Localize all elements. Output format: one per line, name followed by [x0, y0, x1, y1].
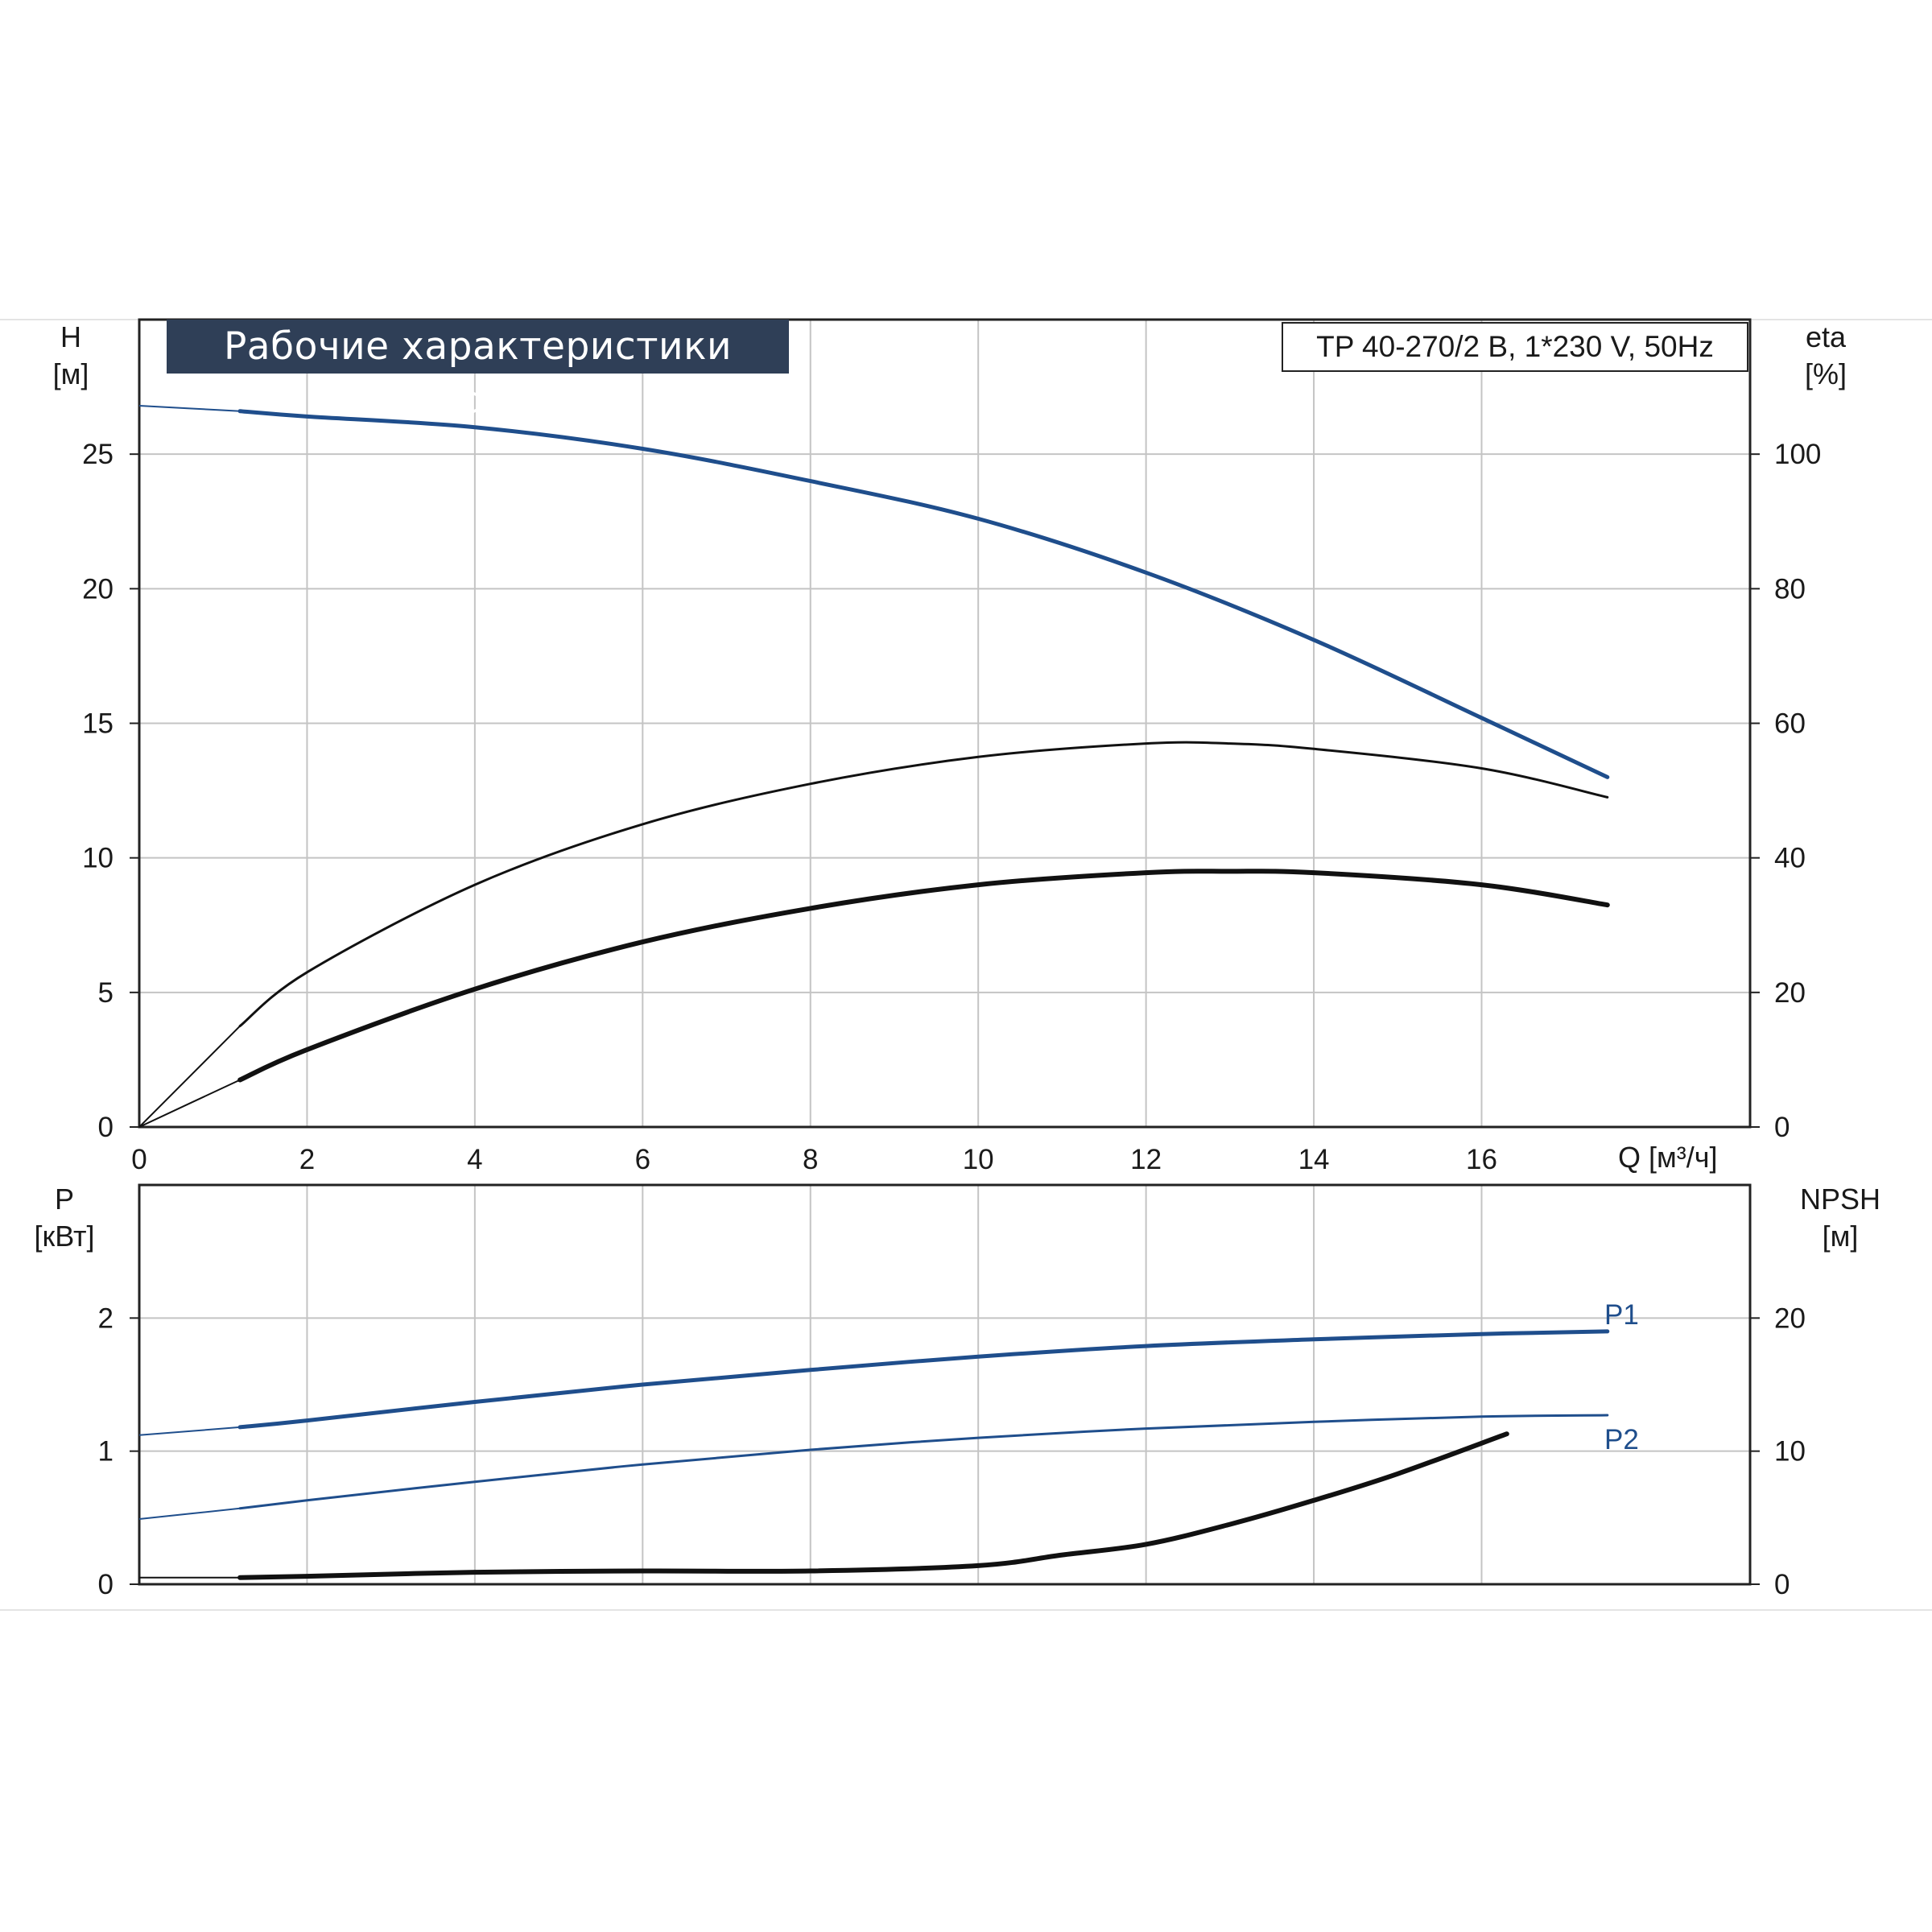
y2-tick-label: 100 [1774, 439, 1821, 470]
npsh-axis-unit: [м] [1822, 1220, 1859, 1253]
series-line-p2 [238, 1414, 1609, 1510]
y2-tick-label: 20 [1774, 977, 1806, 1009]
series-line-eta [238, 741, 1609, 1028]
chart-title: Рабочие характеристики насоса [167, 320, 789, 423]
npsh-tick-label: 20 [1774, 1302, 1806, 1334]
y2-tick-label: 80 [1774, 573, 1806, 605]
q-axis-label: Q [м³/ч] [1618, 1141, 1718, 1174]
x-tick-label: 8 [803, 1144, 818, 1175]
x-tick-label: 2 [299, 1144, 315, 1175]
y-tick-label: 0 [98, 1112, 114, 1143]
x-tick-label: 6 [635, 1144, 650, 1175]
bottom-plot-frame [138, 1183, 1752, 1586]
series-line-eta_total-start [138, 1079, 241, 1128]
series-line-p1-start [138, 1426, 241, 1436]
npsh-tick-label: 0 [1774, 1569, 1790, 1600]
x-tick-label: 12 [1130, 1144, 1162, 1175]
y2-tick-label: 40 [1774, 843, 1806, 874]
x-tick-label: 14 [1298, 1144, 1330, 1175]
eta-axis-label: eta [%] [1785, 319, 1866, 393]
p-tick-label: 2 [98, 1302, 114, 1334]
p-axis-symbol: P [54, 1183, 74, 1216]
p-axis-label: P [кВт] [20, 1181, 109, 1255]
y-tick-label: 15 [82, 708, 114, 740]
series-line-eta-start [138, 1025, 241, 1128]
y2-tick-label: 60 [1774, 708, 1806, 740]
p-axis-unit: [кВт] [34, 1220, 95, 1253]
npsh-tick-label: 10 [1774, 1436, 1806, 1468]
bottom-series [138, 1329, 1610, 1580]
series-line-p2-start [138, 1507, 241, 1520]
y2-tick-label: 0 [1774, 1112, 1790, 1143]
series-line-eta_total [237, 869, 1610, 1083]
y-tick-label: 25 [82, 439, 114, 470]
h-axis-label: H [м] [39, 319, 103, 393]
x-tick-label: 10 [963, 1144, 994, 1175]
pump-model-label: TP 40-270/2 B, 1*230 V, 50Hz [1282, 322, 1748, 372]
npsh-axis-symbol: NPSH [1799, 1183, 1881, 1216]
y-tick-label: 20 [82, 573, 114, 605]
series-line-p1 [237, 1329, 1610, 1430]
x-tick-label: 0 [131, 1144, 147, 1175]
h-axis-unit: [м] [52, 357, 89, 390]
series-line-h-start [138, 405, 241, 412]
top-grid [138, 319, 1750, 1127]
h-axis-symbol: H [60, 320, 81, 353]
y-tick-label: 10 [82, 843, 114, 874]
p-tick-label: 1 [98, 1436, 114, 1468]
y-tick-label: 5 [98, 977, 114, 1009]
p-tick-label: 0 [98, 1569, 114, 1600]
eta-axis-symbol: eta [1805, 320, 1847, 353]
bottom-grid [138, 1185, 1750, 1584]
top-tick-labels: 0 2 4 6 8 10 12 14 16 0 5 10 15 20 25 0 20 40 60 80 100 [82, 439, 1821, 1175]
series-line-h [237, 409, 1610, 779]
top-series [138, 405, 1610, 1128]
x-tick-label: 16 [1466, 1144, 1497, 1175]
x-tick-label: 4 [467, 1144, 482, 1175]
npsh-axis-label: NPSH [м] [1785, 1181, 1895, 1255]
series-label-p2: P2 [1604, 1424, 1639, 1455]
series-line-npsh [237, 1431, 1509, 1580]
series-label-p1: P1 [1604, 1299, 1639, 1331]
eta-axis-unit: [%] [1804, 357, 1847, 390]
